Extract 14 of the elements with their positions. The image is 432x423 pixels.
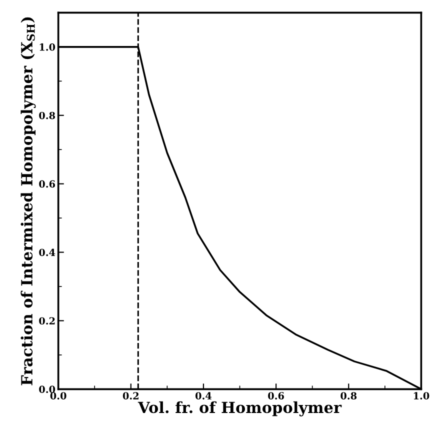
x-tick-label: 0.8 [340,392,357,400]
y-tick-label: 0.4 [39,248,56,256]
x-tick-label: 0.4 [195,392,212,400]
x-tick-label: 0.2 [122,392,138,400]
y-tick-label: 0.8 [39,112,56,120]
x-tick-label: 0.6 [268,392,284,400]
x-tick-label: 0.0 [50,392,66,400]
x-axis-title: Vol. fr. of Homopolymer [138,401,342,416]
y-tick-label: 0.0 [39,386,56,393]
y-tick-label: 1.0 [40,43,56,51]
y-tick-label: 0.6 [39,180,56,188]
x-tick-label: 1.0 [414,392,430,400]
y-tick-label: 0.2 [39,317,55,325]
y-axis-title: Fraction of Intermixed Homopolymer (X$_{SH}$) [20,17,36,386]
